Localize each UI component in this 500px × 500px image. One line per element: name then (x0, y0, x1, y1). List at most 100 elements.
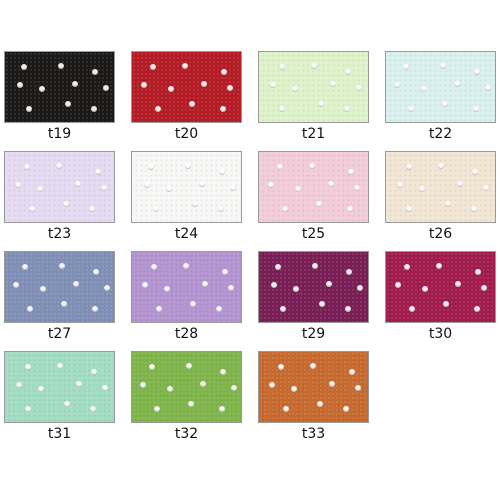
perforation-dot (346, 269, 352, 275)
perforation-dot (312, 263, 318, 269)
swatch-label: t22 (428, 126, 453, 142)
swatch-t27 (4, 251, 115, 323)
perforation-dot (316, 201, 322, 207)
perforation-dot (227, 85, 233, 91)
swatch-label: t27 (47, 326, 72, 342)
swatch-tile-t31: t31 (4, 351, 115, 442)
perforation-dot (436, 263, 442, 269)
perforation-dot (443, 301, 449, 307)
perforation-dot (279, 64, 285, 70)
perforation-dot (101, 185, 107, 191)
swatch-tile-t23: t23 (4, 151, 115, 242)
perforation-dot (58, 63, 64, 69)
perforation-dot (65, 101, 71, 107)
perforation-dot (343, 406, 349, 412)
perforation-dot (455, 281, 461, 287)
swatch-t22 (385, 51, 496, 123)
perforation-dot (102, 385, 108, 391)
perforation-dot (282, 206, 288, 212)
swatch-tile-t29: t29 (258, 251, 369, 342)
perforation-dot (220, 106, 226, 112)
perforation-dot (104, 285, 110, 291)
perforation-dot (355, 385, 361, 391)
perforation-dot (24, 164, 30, 170)
perforation-dot (151, 264, 157, 270)
perforation-dot (471, 206, 477, 212)
perforation-dot (268, 182, 274, 188)
perforation-dot (408, 106, 414, 112)
perforation-dot (190, 301, 196, 307)
perforation-dot (91, 106, 97, 112)
perforation-dot (445, 201, 451, 207)
perforation-dot (269, 382, 275, 388)
perforation-dot (220, 369, 226, 375)
perforation-dot (39, 86, 45, 92)
perforation-dot (349, 369, 355, 375)
perforation-dot (61, 301, 67, 307)
perforation-dot (15, 182, 21, 188)
perforation-dot (150, 64, 156, 70)
perforation-dot (22, 264, 28, 270)
perforation-dot (199, 181, 205, 187)
perforation-dot (21, 64, 27, 70)
swatch-t29 (258, 251, 369, 323)
perforation-dot (326, 281, 332, 287)
perforation-dot (403, 64, 409, 70)
perforation-dot (228, 285, 234, 291)
swatch-tile-t30: t30 (385, 251, 496, 342)
perforation-dot (186, 363, 192, 369)
perforation-dot (13, 282, 19, 288)
perforation-dot (442, 101, 448, 107)
perforation-dot (140, 382, 146, 388)
perforation-dot (216, 306, 222, 312)
swatch-tile-t24: t24 (131, 151, 242, 242)
perforation-dot (37, 186, 43, 192)
perforation-dot (319, 301, 325, 307)
perforation-dot (404, 264, 410, 270)
perforation-dot (293, 286, 299, 292)
perforation-dot (92, 69, 98, 75)
perforation-dot (25, 364, 31, 370)
swatch-tile-t25: t25 (258, 151, 369, 242)
perforation-dot (271, 282, 277, 288)
swatch-tile-t19: t19 (4, 51, 115, 142)
perforation-dot (148, 164, 154, 170)
swatch-tile-t32: t32 (131, 351, 242, 442)
swatch-tile-t26: t26 (385, 151, 496, 242)
perforation-dot (89, 206, 95, 212)
perforation-dot (483, 185, 489, 191)
perforation-dot (95, 169, 101, 175)
perforation-dot (73, 281, 79, 287)
perforation-dot (103, 85, 109, 91)
swatch-t23 (4, 151, 115, 223)
perforation-dot (356, 85, 362, 91)
perforation-dot (38, 386, 44, 392)
perforation-dot (485, 85, 491, 91)
perforation-dot (222, 269, 228, 275)
swatch-label: t23 (47, 226, 72, 242)
perforation-dot (93, 269, 99, 275)
perforation-dot (357, 285, 363, 291)
swatch-tile-t28: t28 (131, 251, 242, 342)
perforation-dot (277, 164, 283, 170)
perforation-dot (397, 182, 403, 188)
perforation-dot (64, 401, 70, 407)
perforation-dot (394, 82, 400, 88)
perforation-dot (318, 101, 324, 107)
perforation-dot (472, 169, 478, 175)
perforation-dot (454, 81, 460, 87)
perforation-dot (90, 406, 96, 412)
perforation-dot (475, 269, 481, 275)
swatch-t33 (258, 351, 369, 423)
swatch-t25 (258, 151, 369, 223)
perforation-dot (419, 186, 425, 192)
perforation-dot (347, 206, 353, 212)
perforation-dot (57, 363, 63, 369)
swatch-tile-t20: t20 (131, 51, 242, 142)
perforation-dot (201, 81, 207, 87)
swatch-label: t20 (174, 126, 199, 142)
perforation-dot (29, 206, 35, 212)
perforation-dot (270, 82, 276, 88)
perforation-dot (185, 163, 191, 169)
perforation-dot (27, 306, 33, 312)
